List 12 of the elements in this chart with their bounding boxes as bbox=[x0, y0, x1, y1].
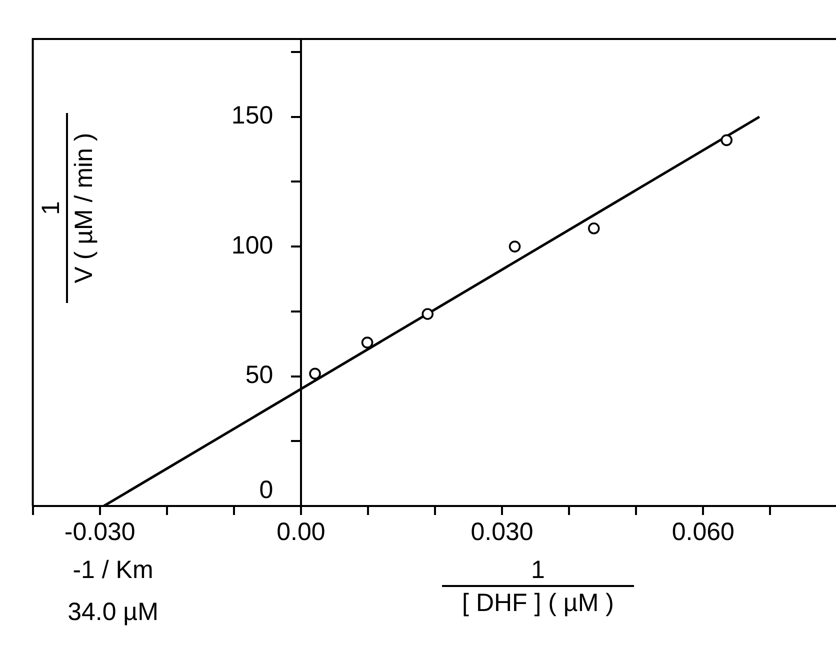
x-axis-title: 1 [ DHF ] ( µM ) bbox=[461, 556, 615, 618]
y-tick-label: 0 bbox=[259, 476, 301, 504]
y-axis-title: 1 V ( µM / min ) bbox=[37, 132, 99, 286]
y-tick-label: 100 bbox=[231, 231, 301, 260]
x-tick-label: 0.00 bbox=[276, 518, 326, 546]
y-tick-label: 50 bbox=[245, 361, 301, 390]
x-tick-label: 0.030 bbox=[470, 518, 534, 546]
text: -1 / Km bbox=[72, 556, 154, 585]
x-tick-label: 0.060 bbox=[672, 518, 734, 546]
x-tick-label: -0.030 bbox=[64, 518, 136, 546]
text: 34.0 µM bbox=[66, 598, 160, 627]
y-tick-label: 150 bbox=[231, 102, 301, 130]
